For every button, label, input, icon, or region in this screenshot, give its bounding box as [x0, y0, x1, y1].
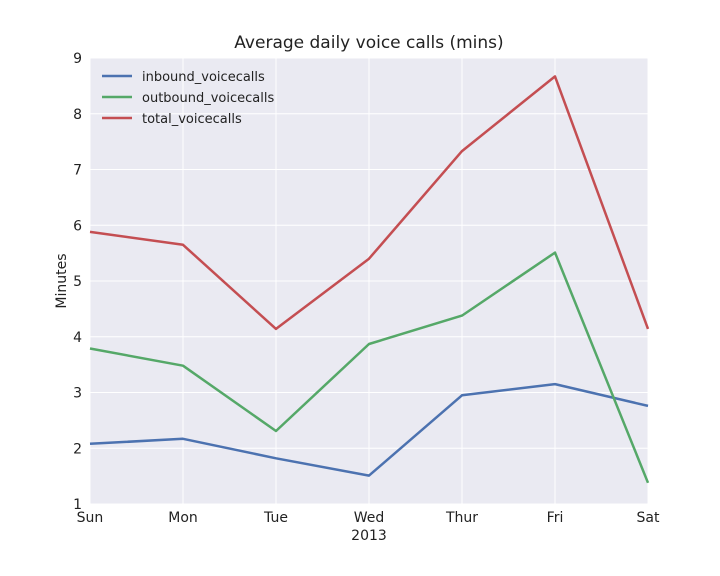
x-tick-label: Wed [354, 510, 385, 526]
y-tick-label: 4 [73, 330, 82, 346]
x-tick-label: Tue [263, 510, 288, 526]
x-tick-label: Fri [547, 510, 564, 526]
x-tick-label: Sun [77, 510, 104, 526]
y-tick-labels: 1 2 3 4 5 6 7 8 9 [73, 51, 82, 513]
legend-label: outbound_voicecalls [142, 91, 274, 106]
y-tick-label: 8 [73, 107, 82, 123]
x-tick-label: Thur [445, 510, 478, 526]
legend: inbound_voicecalls outbound_voicecallstot… [102, 70, 274, 127]
x-axis-label: 2013 [351, 528, 387, 544]
y-tick-label: 7 [73, 163, 82, 179]
chart-title: Average daily voice calls (mins) [234, 33, 503, 53]
legend-label: total_voicecalls [142, 112, 242, 127]
x-tick-label: Mon [168, 510, 198, 526]
series-lines [89, 75, 650, 484]
x-tick-label: Sat [637, 510, 660, 526]
y-tick-label: 2 [73, 441, 82, 457]
y-tick-label: 9 [73, 51, 82, 67]
grid-lines [89, 57, 649, 505]
y-tick-label: 5 [73, 274, 82, 290]
y-axis-label: Minutes [54, 253, 70, 308]
x-tick-labels: Sun Mon Tue Wed Thur Fri Sat [77, 510, 660, 526]
legend-label: inbound_voicecalls [142, 70, 265, 85]
y-tick-label: 3 [73, 386, 82, 402]
series-line-inbound_voicecalls [89, 382, 649, 477]
y-tick-label: 6 [73, 218, 82, 234]
y-tick-label: 1 [73, 497, 82, 513]
